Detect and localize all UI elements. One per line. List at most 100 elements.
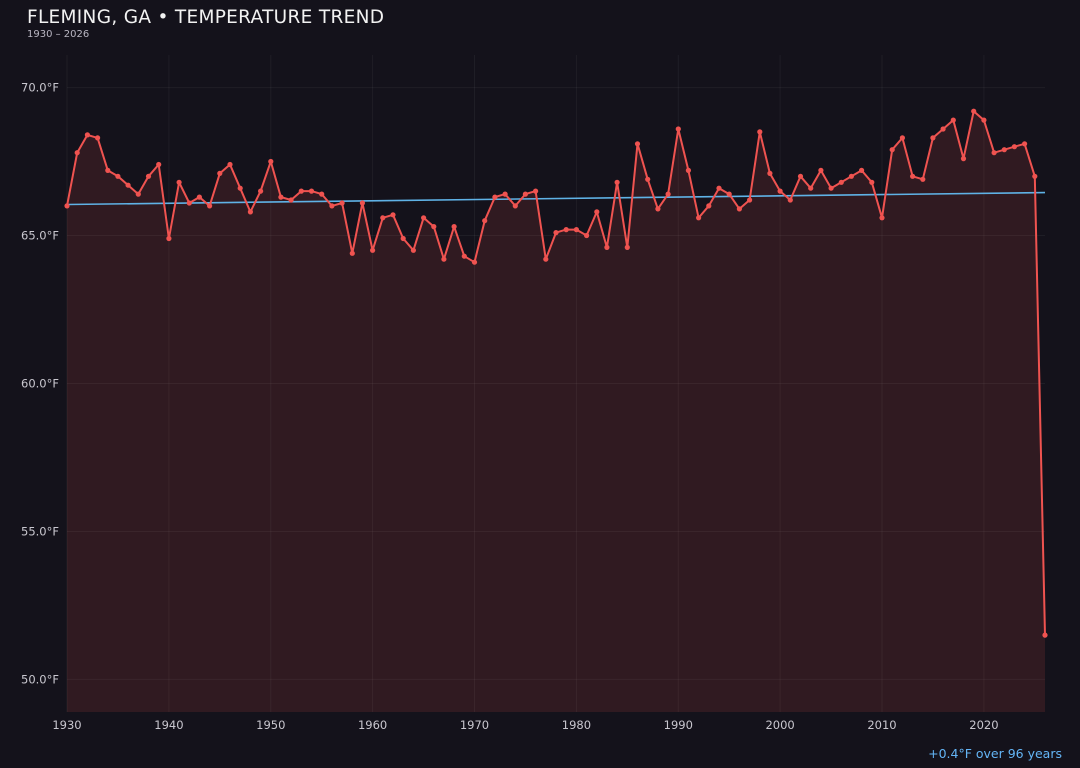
data-point: [950, 117, 956, 123]
x-tick-label: 2000: [765, 718, 794, 732]
data-point: [869, 179, 875, 185]
data-point: [716, 185, 722, 191]
data-point: [512, 203, 518, 209]
data-point: [247, 209, 253, 215]
chart-subtitle: 1930 – 2026: [27, 29, 90, 40]
data-point: [380, 215, 386, 221]
data-point: [685, 167, 692, 173]
data-point: [298, 188, 304, 194]
data-point: [848, 173, 855, 179]
x-tick-label: 1980: [562, 718, 591, 732]
data-point: [207, 203, 213, 209]
y-tick-label: 70.0°F: [21, 81, 59, 95]
data-point: [166, 235, 172, 242]
data-point: [594, 209, 600, 215]
x-tick-label: 1950: [256, 718, 285, 732]
trend-line: [66, 191, 1046, 206]
data-point: [828, 185, 834, 191]
data-point: [920, 176, 926, 182]
x-tick-label: 1990: [664, 718, 693, 732]
data-point: [879, 215, 885, 221]
chart-title: FLEMING, GA • TEMPERATURE TREND: [27, 7, 385, 28]
data-point: [808, 185, 814, 191]
data-point: [777, 188, 783, 194]
data-point: [645, 176, 651, 182]
data-point: [553, 230, 559, 236]
data-point: [910, 173, 916, 179]
y-tick-label: 65.0°F: [21, 229, 59, 243]
data-point: [818, 167, 824, 173]
data-point: [339, 200, 345, 206]
y-tick-label: 55.0°F: [21, 525, 59, 539]
y-tick-label: 50.0°F: [21, 672, 59, 686]
data-point: [145, 173, 152, 179]
data-point: [125, 182, 131, 188]
data-point: [614, 179, 620, 185]
data-point: [156, 161, 162, 168]
x-tick-label: 1930: [52, 718, 81, 732]
data-point: [176, 179, 182, 185]
data-point: [706, 203, 712, 209]
data-point: [196, 194, 202, 200]
data-point: [268, 158, 274, 165]
data-point: [726, 191, 732, 197]
data-point: [634, 141, 641, 147]
data-point: [971, 108, 977, 114]
data-point: [1011, 144, 1018, 150]
data-point: [533, 188, 539, 194]
data-point: [482, 218, 488, 224]
data-point: [757, 129, 763, 135]
data-point: [543, 256, 549, 262]
data-point: [655, 206, 661, 212]
data-point: [431, 224, 437, 230]
data-point: [960, 156, 967, 162]
data-point: [767, 170, 773, 176]
data-point: [349, 250, 355, 256]
data-point: [1042, 632, 1048, 638]
data-point: [899, 135, 906, 141]
data-point: [604, 244, 610, 250]
data-point: [329, 203, 335, 209]
data-point: [258, 188, 264, 194]
x-tick-label: 2010: [867, 718, 896, 732]
data-point: [105, 167, 111, 173]
data-point: [227, 161, 233, 168]
data-point: [319, 191, 325, 197]
data-point: [624, 244, 630, 250]
data-point: [584, 232, 590, 239]
data-point: [359, 200, 365, 206]
data-point: [308, 188, 315, 194]
x-tick-label: 1940: [154, 718, 183, 732]
data-point: [135, 191, 141, 197]
data-point: [278, 194, 284, 200]
data-point: [74, 150, 80, 156]
x-tick-label: 1960: [358, 718, 387, 732]
data-point: [400, 235, 406, 242]
data-point: [370, 247, 376, 253]
trend-summary: +0.4°F over 96 years: [928, 746, 1062, 761]
y-tick-label: 60.0°F: [21, 377, 59, 391]
data-point: [1032, 173, 1038, 179]
data-point: [675, 126, 681, 132]
data-point: [930, 135, 936, 141]
x-tick-label: 2020: [969, 718, 998, 732]
data-point: [665, 191, 671, 197]
data-point: [288, 197, 294, 203]
data-point: [186, 200, 192, 206]
data-point: [84, 132, 90, 138]
data-point: [747, 197, 753, 203]
data-point: [889, 147, 895, 153]
temperature-area: [67, 111, 1045, 712]
data-point: [573, 227, 580, 233]
data-point: [502, 191, 508, 197]
data-point: [471, 259, 478, 265]
data-point: [217, 170, 223, 176]
data-point: [940, 126, 946, 132]
chart-header: FLEMING, GA • TEMPERATURE TREND 1930 – 2…: [27, 7, 384, 40]
data-point: [981, 117, 987, 123]
data-point: [95, 135, 101, 141]
data-point: [563, 227, 569, 233]
data-point: [1022, 141, 1028, 147]
